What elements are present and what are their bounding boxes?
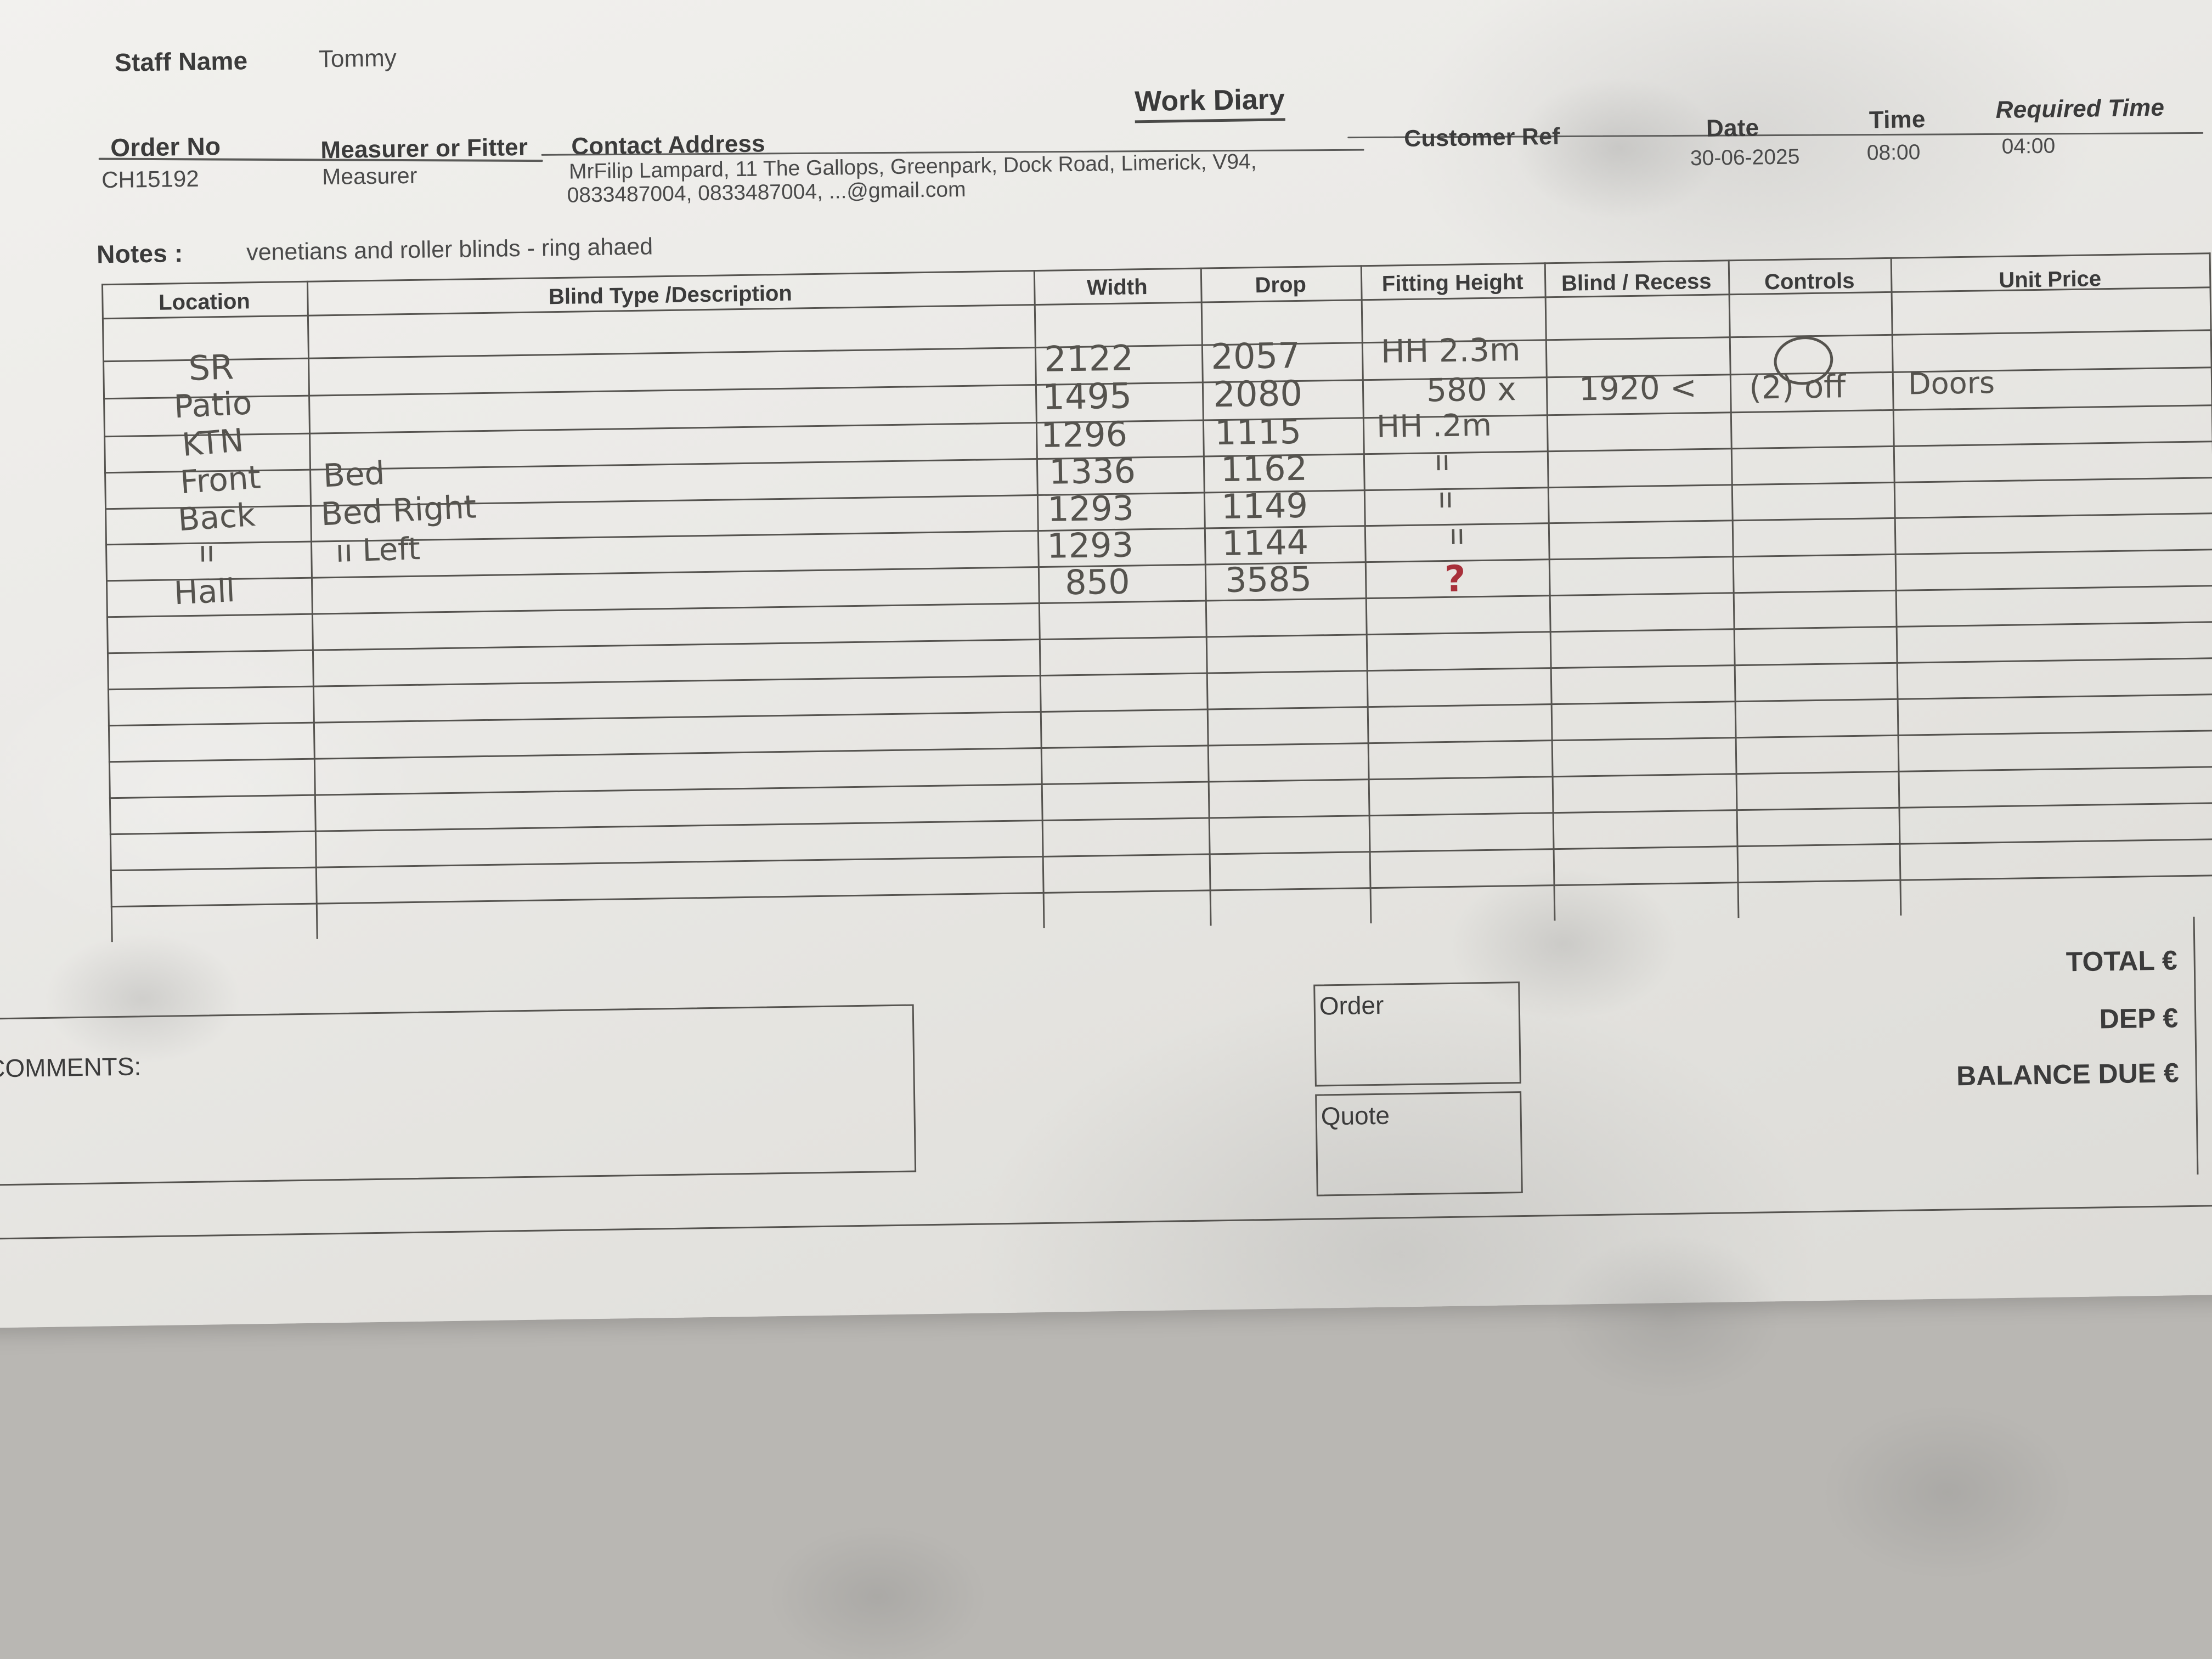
balance-due-value — [2187, 1056, 2212, 1057]
column-header-location: Location — [158, 289, 251, 315]
column-header-controls: Controls — [1764, 268, 1855, 295]
cell-description-row5[interactable]: Bed Right — [320, 488, 477, 533]
staff-name-label: Staff Name — [114, 46, 248, 77]
time-label: Time — [1869, 105, 1926, 134]
table-line — [109, 802, 2212, 836]
cell-fitting-height-row6[interactable]: ıı — [1449, 518, 1465, 551]
table-col-divider — [1890, 257, 1902, 916]
cell-width-row2[interactable]: 1495 — [1042, 376, 1132, 418]
cell-description-row6[interactable]: ıı Left — [335, 531, 421, 570]
table-col-divider — [1544, 262, 1556, 921]
comments-box[interactable] — [0, 1004, 917, 1187]
cell-width-row1[interactable]: 2122 — [1043, 338, 1134, 380]
cell-location-row2[interactable]: Patio — [173, 384, 253, 426]
contact-address-label: Contact Address — [571, 130, 766, 160]
table-col-divider — [1728, 259, 1740, 918]
cell-width-row4[interactable]: 1336 — [1048, 450, 1136, 492]
column-header-drop: Drop — [1255, 272, 1307, 298]
cell-drop-row5[interactable]: 1149 — [1221, 485, 1308, 527]
table-line — [108, 730, 2212, 763]
cell-fitting-height-row1[interactable]: HH 2.3m — [1380, 330, 1521, 370]
column-header-fitting-height: Fitting Height — [1381, 269, 1523, 296]
table-line — [103, 329, 2212, 363]
cell-fitting-height-row3[interactable]: HH .2m — [1376, 407, 1492, 445]
staff-name-value: Tommy — [318, 44, 397, 73]
column-header-blind-type: Blind Type /Description — [548, 281, 793, 309]
order-no-value: CH15192 — [101, 165, 199, 193]
measurements-table: Location Blind Type /Description Width D… — [101, 252, 2212, 969]
table-col-divider-right — [2209, 252, 2212, 911]
table-col-divider-left — [101, 284, 113, 943]
cell-location-row5[interactable]: Back — [177, 495, 257, 539]
cell-location-row4[interactable]: Front — [179, 458, 262, 501]
measurer-or-fitter-label: Measurer or Fitter — [320, 133, 528, 164]
table-col-divider — [306, 280, 318, 939]
cell-width-row6[interactable]: 1293 — [1046, 524, 1134, 566]
cell-location-row6[interactable]: ıı — [198, 535, 215, 569]
column-header-unit-price: Unit Price — [1999, 267, 2102, 292]
comments-label: COMMENTS: — [0, 1052, 142, 1083]
date-value: 30-06-2025 — [1690, 145, 1800, 171]
balance-due-label: BALANCE DUE € — [1956, 1057, 2180, 1092]
cell-location-row7[interactable]: Hall — [173, 571, 236, 612]
order-label: Order — [1319, 990, 1384, 1020]
cell-unit-price-row2[interactable]: Doors — [1908, 365, 1995, 402]
required-time-label: Required Time — [1995, 94, 2165, 124]
cell-drop-row3[interactable]: 1115 — [1214, 411, 1302, 453]
table-line — [109, 766, 2212, 799]
table-line — [110, 838, 2212, 872]
page-title: Work Diary — [1134, 83, 1285, 123]
cell-drop-row7[interactable]: 3585 — [1224, 558, 1312, 600]
column-header-blind-recess: Blind / Recess — [1561, 269, 1712, 296]
table-line — [104, 441, 2212, 474]
date-label: Date — [1706, 114, 1759, 142]
table-line — [104, 404, 2212, 438]
cell-drop-row1[interactable]: 2057 — [1210, 335, 1301, 378]
dep-label: DEP € — [2099, 1002, 2179, 1035]
cell-fitting-height-row4[interactable]: ıı — [1434, 444, 1451, 477]
cell-blind-recess-row2[interactable]: 1920 < — [1578, 369, 1697, 408]
required-time-value: 04:00 — [2001, 134, 2056, 159]
work-diary-sheet: Staff Name Tommy Order No CH15192 Measur… — [0, 0, 2212, 1328]
cell-drop-row4[interactable]: 1162 — [1220, 448, 1308, 490]
cell-location-row1[interactable]: SR — [188, 347, 235, 388]
cell-fitting-height-row2[interactable]: 580 x — [1426, 370, 1517, 409]
cell-fitting-height-row5[interactable]: ıı — [1437, 482, 1454, 515]
cell-width-row3[interactable]: 1296 — [1040, 414, 1128, 455]
totals-right-divider — [2193, 916, 2199, 1175]
table-col-divider — [1360, 265, 1372, 924]
quote-label: Quote — [1321, 1101, 1390, 1131]
customer-ref-label: Customer Ref — [1403, 123, 1560, 153]
cell-drop-row6[interactable]: 1144 — [1221, 522, 1309, 564]
table-line — [103, 366, 2212, 400]
table-col-divider — [1200, 267, 1212, 926]
table-col-divider — [1033, 270, 1045, 928]
total-label: TOTAL € — [2066, 945, 2178, 978]
cell-location-row3[interactable]: KTN — [180, 421, 245, 464]
cell-description-row4[interactable]: Bed — [322, 454, 386, 495]
column-header-width: Width — [1086, 275, 1148, 300]
cell-drop-row2[interactable]: 2080 — [1212, 373, 1303, 416]
notes-value: venetians and roller blinds - ring ahaed — [246, 233, 653, 266]
dep-value — [2186, 1001, 2212, 1002]
notes-label: Notes : — [96, 239, 183, 269]
table-line-bottom — [110, 874, 2212, 908]
footer-bottom-rule — [0, 1205, 2212, 1240]
cell-width-row7[interactable]: 850 — [1064, 561, 1131, 603]
contact-address-line2: 0833487004, 0833487004, ...@gmail.com — [567, 177, 966, 207]
time-value: 08:00 — [1866, 140, 1921, 165]
cell-fitting-height-row7[interactable]: ? — [1444, 557, 1466, 601]
measurer-or-fitter-value: Measurer — [321, 162, 417, 190]
cell-width-row5[interactable]: 1293 — [1047, 488, 1135, 529]
